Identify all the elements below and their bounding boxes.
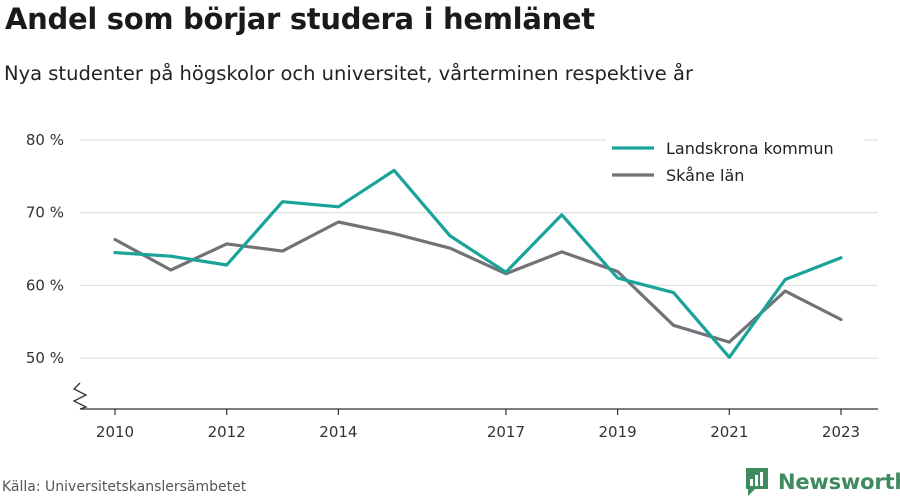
x-tick-label: 2012 xyxy=(208,423,246,441)
series-line-skane xyxy=(113,220,843,344)
x-tick-label: 2017 xyxy=(487,423,525,441)
x-tick-label: 2014 xyxy=(319,423,357,441)
chart-subtitle: Nya studenter på högskolor och universit… xyxy=(4,62,693,85)
source-note: Källa: Universitetskanslersämbetet xyxy=(2,479,247,495)
chart-title: Andel som börjar studera i hemlänet xyxy=(5,2,595,36)
legend-label: Landskrona kommun xyxy=(666,139,834,158)
brand-name: Newsworthy xyxy=(778,470,900,494)
series-line-landskrona xyxy=(113,168,843,359)
x-tick-label: 2010 xyxy=(96,423,134,441)
x-tick-label: 2021 xyxy=(710,423,748,441)
y-tick-label: 80 % xyxy=(26,131,64,149)
y-tick-label: 70 % xyxy=(26,204,64,222)
x-tick-label: 2023 xyxy=(822,423,860,441)
legend-box xyxy=(606,134,864,192)
x-tick-label: 2019 xyxy=(599,423,637,441)
y-tick-label: 60 % xyxy=(26,276,64,294)
newsworthy-logo-icon xyxy=(746,468,768,496)
y-tick-label: 50 % xyxy=(26,349,64,367)
axis-break-icon xyxy=(72,382,88,410)
brand: Newsworthy xyxy=(744,466,900,498)
legend-label: Skåne län xyxy=(666,166,744,185)
